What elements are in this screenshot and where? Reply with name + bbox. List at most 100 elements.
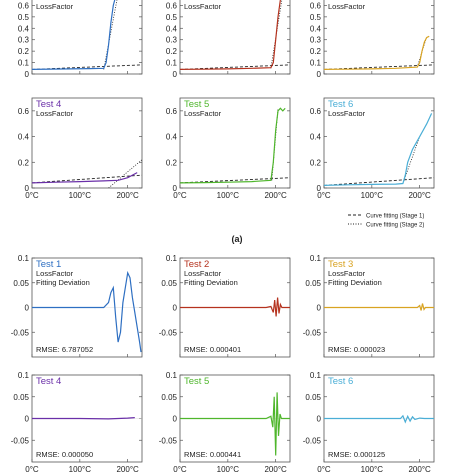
y-tick-label: 0.6 — [18, 1, 30, 10]
plot-frame — [323, 0, 435, 75]
y-tick-label: 0 — [25, 415, 30, 424]
plot-area — [180, 392, 290, 456]
y-tick-label: 0.4 — [310, 24, 322, 33]
panel-b6: -0.05 0 0.05 0.1 0°C 100°C 200°C Test 6 RMSE: 0.… — [303, 371, 435, 474]
panel-subtitle: LossFactor — [328, 109, 366, 118]
y-tick-label: 0.2 — [166, 47, 178, 56]
fit-stage1-line — [32, 174, 142, 184]
x-tick-label: 200°C — [408, 465, 431, 474]
series-line — [180, 0, 281, 70]
y-tick-label: -0.05 — [11, 436, 30, 445]
y-tick-label: 0 — [173, 70, 178, 79]
y-tick-label: 0.1 — [310, 371, 322, 380]
series-line — [32, 0, 116, 70]
y-tick-label: 0.05 — [161, 393, 177, 402]
x-tick-label: 100°C — [361, 465, 384, 474]
plot-area — [32, 0, 142, 70]
y-tick-label: 0.4 — [310, 133, 322, 142]
y-tick-label: 0 — [25, 184, 30, 193]
y-tick-label: -0.05 — [303, 328, 322, 337]
panel-subtitle: LossFactor — [36, 109, 74, 118]
y-tick-label: 0.3 — [310, 36, 322, 45]
fit-stage2-line — [103, 0, 118, 70]
x-tick-label: 100°C — [361, 191, 384, 200]
series-line — [180, 107, 286, 184]
legend-stage1-label: Curve fitting (Stage 1) — [366, 214, 424, 220]
rmse-label: RMSE: 0.000125 — [328, 450, 385, 459]
y-tick-label: 0.4 — [18, 133, 30, 142]
panel-subtitle-2: Fitting Deviation — [328, 278, 382, 287]
y-tick-label: -0.05 — [11, 328, 30, 337]
panel-subtitle: LossFactor — [36, 2, 74, 11]
panel-b4: -0.05 0 0.05 0.1 0°C 100°C 200°C Test 4 RMSE: 0.… — [11, 371, 143, 474]
panel-subtitle-2: Fitting Deviation — [36, 278, 90, 287]
y-tick-label: 0.2 — [18, 47, 30, 56]
fit-stage2-line — [108, 159, 142, 188]
plot-area — [32, 159, 142, 188]
x-tick-label: 100°C — [217, 465, 240, 474]
panel-subtitle: LossFactor — [184, 109, 222, 118]
y-tick-label: 0.1 — [18, 254, 30, 263]
x-tick-label: 100°C — [69, 191, 92, 200]
y-tick-label: -0.05 — [159, 436, 178, 445]
series-line — [324, 35, 430, 70]
y-tick-label: 0.6 — [18, 107, 30, 116]
rmse-label: RMSE: 0.000441 — [184, 450, 241, 459]
rmse-label: RMSE: 0.000023 — [328, 345, 385, 354]
y-tick-label: 0.6 — [166, 107, 178, 116]
fit-stage1-line — [32, 64, 142, 70]
fit-stage1-line — [324, 64, 434, 70]
y-tick-label: 0.4 — [166, 24, 178, 33]
y-tick-label: -0.05 — [159, 328, 178, 337]
y-tick-label: 0 — [317, 184, 322, 193]
plot-frame — [179, 97, 291, 189]
x-tick-label: 200°C — [116, 465, 139, 474]
series-line — [324, 414, 434, 424]
caption-a: (a) — [232, 234, 243, 244]
y-tick-label: 0 — [25, 70, 30, 79]
y-tick-label: 0.5 — [166, 13, 178, 22]
plot-area — [32, 417, 142, 420]
panel-title: Test 5 — [184, 99, 209, 110]
panel-subtitle: LossFactor — [328, 2, 366, 11]
panel-title: Test 3 — [328, 259, 353, 270]
x-tick-label: 0°C — [317, 465, 331, 474]
y-tick-label: 0.2 — [18, 158, 30, 167]
rmse-label: RMSE: 0.000050 — [36, 450, 93, 459]
y-tick-label: 0.2 — [310, 47, 322, 56]
plot-area — [180, 297, 290, 317]
rmse-label: RMSE: 6.787052 — [36, 345, 93, 354]
plot-area — [180, 107, 290, 184]
plot-area — [180, 0, 290, 70]
fit-stage1-line — [324, 177, 434, 186]
legend-stage2-label: Curve fitting (Stage 2) — [366, 223, 424, 229]
x-tick-label: 0°C — [173, 465, 187, 474]
panel-title: Test 4 — [36, 376, 61, 387]
panel-subtitle-2: Fitting Deviation — [184, 278, 238, 287]
plot-area — [324, 414, 434, 424]
plot-area — [324, 113, 434, 186]
y-tick-label: 0.05 — [13, 279, 29, 288]
panel-a2: 0 0.1 0.2 0.3 0.4 0.5 0.6 LossFactor — [166, 0, 291, 79]
y-tick-label: 0.2 — [166, 158, 178, 167]
panel-a1: 0 0.1 0.2 0.3 0.4 0.5 0.6 LossFactor — [18, 0, 143, 79]
panel-subtitle: LossFactor — [36, 269, 74, 278]
series-line — [32, 417, 135, 420]
x-tick-label: 0°C — [173, 191, 187, 200]
series-line — [180, 297, 290, 317]
y-tick-label: 0 — [317, 70, 322, 79]
y-tick-label: 0.05 — [305, 393, 321, 402]
series-line — [32, 270, 142, 353]
x-tick-label: 100°C — [217, 191, 240, 200]
panel-title: Test 6 — [328, 99, 353, 110]
y-tick-label: 0.1 — [166, 59, 178, 68]
plot-frame — [31, 97, 143, 189]
x-tick-label: 0°C — [25, 191, 39, 200]
x-tick-label: 200°C — [264, 465, 287, 474]
y-tick-label: 0.05 — [305, 279, 321, 288]
panel-b5: -0.05 0 0.05 0.1 0°C 100°C 200°C Test 5 RMSE: 0.… — [159, 371, 291, 474]
y-tick-label: 0.1 — [166, 254, 178, 263]
panels-layer: 00.10.20.30.40.50.6 LossFactor00.10.20.30… — [11, 0, 435, 474]
